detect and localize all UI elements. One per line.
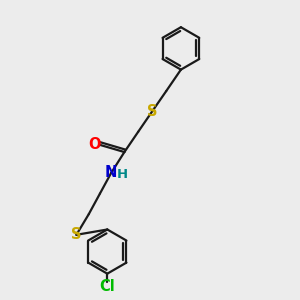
Text: H: H	[117, 168, 128, 181]
Text: S: S	[147, 103, 158, 118]
Text: N: N	[105, 166, 117, 181]
Text: Cl: Cl	[99, 278, 115, 293]
Text: O: O	[88, 137, 100, 152]
Text: S: S	[71, 227, 82, 242]
